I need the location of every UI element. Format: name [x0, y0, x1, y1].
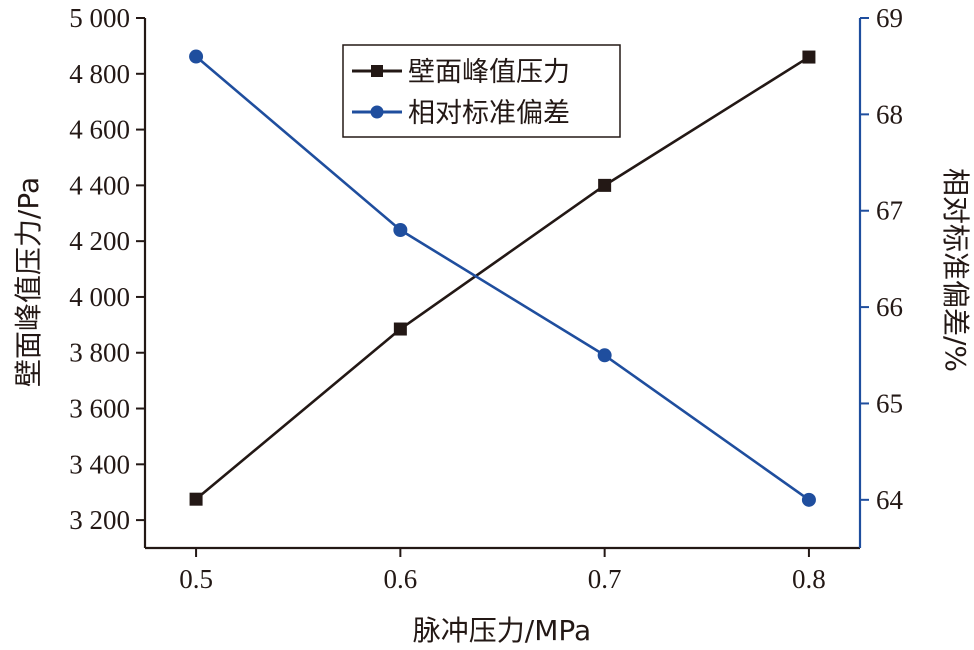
series-line-2: [195, 55, 810, 501]
x-tick-label: 0.8: [792, 564, 826, 594]
y-left-tick-label: 4 400: [69, 170, 130, 200]
y-left-tick-label: 3 400: [69, 449, 130, 479]
data-point-circle: [801, 492, 816, 507]
data-point-square: [802, 50, 816, 64]
data-point-circle: [597, 348, 612, 363]
x-tick-label: 0.5: [179, 564, 213, 594]
legend-label-series-1: 壁面峰值压力: [408, 57, 570, 88]
y-right-tick-label: 67: [876, 196, 903, 226]
series-layer: [189, 49, 816, 507]
x-tick-label: 0.6: [383, 564, 417, 594]
data-point-square: [598, 178, 612, 192]
legend-box: [342, 44, 621, 138]
y-axis-left-label: 壁面峰值压力/Pa: [12, 177, 45, 387]
y-left-tick-label: 4 000: [69, 282, 130, 312]
x-axis-label: 脉冲压力/MPa: [413, 614, 591, 647]
legend-label-series-2: 相对标准偏差: [408, 98, 570, 129]
legend-marker-series-2: [370, 105, 384, 119]
y-left-tick-label: 5 000: [69, 3, 130, 33]
data-point-square: [189, 492, 203, 506]
y-right-tick-label: 65: [876, 388, 903, 418]
data-point-circle: [393, 223, 408, 237]
data-point-circle: [189, 49, 204, 64]
legend: 壁面峰值压力 相对标准偏差: [342, 44, 621, 138]
y-left-tick-label: 3 800: [69, 338, 130, 368]
x-tick-label: 0.7: [588, 564, 622, 594]
series-line-1: [195, 55, 810, 501]
y-right-tick-label: 69: [876, 3, 903, 33]
y-right-tick-label: 66: [876, 292, 903, 322]
axes: 0.5 0.6 0.7 0.8 3 200 3 400 3 600 3 800 4 000 4 2…: [69, 3, 903, 594]
y-axis-right-label: 相对标准偏差/%: [939, 168, 972, 372]
legend-marker-series-1: [371, 65, 383, 77]
y-left-tick-label: 4 600: [69, 115, 130, 145]
y-left-tick-label: 4 200: [69, 226, 130, 256]
y-left-tick-label: 3 600: [69, 394, 130, 424]
y-right-tick-label: 64: [876, 485, 904, 515]
y-right-tick-label: 68: [876, 99, 903, 129]
y-left-tick-label: 4 800: [69, 59, 130, 89]
data-point-square: [393, 322, 407, 336]
y-left-tick-label: 3 200: [69, 505, 130, 535]
